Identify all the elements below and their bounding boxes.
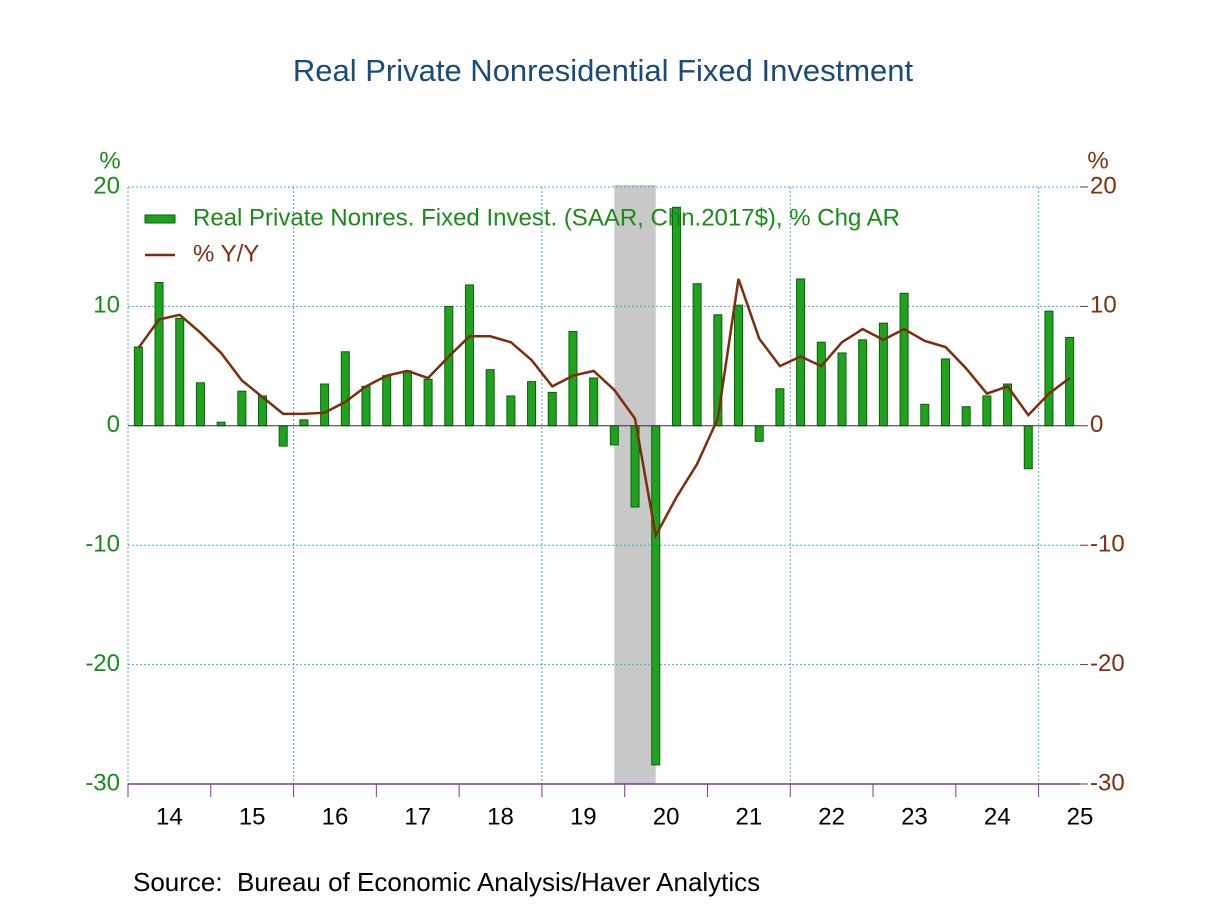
y2-tick-label: -20: [1090, 650, 1125, 677]
bar: [361, 385, 371, 427]
bar: [816, 341, 826, 427]
bar: [299, 419, 309, 427]
bar: [402, 370, 412, 427]
legend-label: Real Private Nonres. Fixed Invest. (SAAR…: [193, 204, 900, 231]
bar: [423, 378, 433, 427]
chart-title: Real Private Nonresidential Fixed Invest…: [293, 53, 914, 88]
y2-tick-label: -30: [1090, 769, 1125, 796]
bar: [464, 284, 474, 427]
x-tick-label: 15: [239, 803, 266, 830]
bar: [609, 425, 619, 446]
bar: [1023, 425, 1033, 470]
legend-swatch-bar: [144, 214, 176, 224]
x-tick-label: 20: [653, 803, 680, 830]
bar: [775, 388, 785, 427]
bar: [133, 346, 143, 427]
x-tick-label: 18: [487, 803, 514, 830]
bar: [961, 406, 971, 427]
bar: [754, 425, 764, 442]
bar: [485, 369, 495, 427]
bar: [713, 314, 723, 427]
bar: [527, 381, 537, 427]
bar: [175, 317, 185, 427]
bar: [568, 330, 578, 427]
bar: [651, 425, 661, 766]
y-tick-label: -20: [85, 650, 120, 677]
y-tick-label: -10: [85, 531, 120, 558]
bar: [340, 351, 350, 427]
x-tick-label: 21: [736, 803, 763, 830]
y2-tick-label: -10: [1090, 531, 1125, 558]
x-tick-label: 24: [984, 803, 1011, 830]
x-tick-label: 22: [818, 803, 845, 830]
bar: [589, 377, 599, 427]
y-tick-label: 10: [93, 292, 120, 319]
bar: [858, 339, 868, 427]
bar: [506, 395, 516, 427]
x-tick-label: 16: [322, 803, 349, 830]
bar: [444, 305, 454, 427]
y2-unit: %: [1087, 147, 1108, 174]
bar: [320, 383, 330, 427]
line: [137, 278, 1071, 540]
y2-tick-label: 0: [1090, 411, 1103, 438]
bar: [547, 391, 557, 427]
bar: [671, 206, 681, 427]
bar: [382, 375, 392, 427]
bar: [837, 352, 847, 427]
bar: [796, 278, 806, 427]
y-tick-label: 20: [93, 172, 120, 199]
bar: [278, 425, 288, 447]
bar: [982, 395, 992, 427]
x-tick-label: 23: [901, 803, 928, 830]
y2-tick-label: 10: [1090, 292, 1117, 319]
bar: [692, 283, 702, 427]
x-tick-label: 14: [156, 803, 183, 830]
bar: [734, 304, 744, 427]
bar: [216, 421, 226, 427]
y-tick-label: -30: [85, 769, 120, 796]
legend-label: % Y/Y: [193, 240, 259, 267]
bar: [899, 292, 909, 427]
bar: [237, 390, 247, 427]
bar: [920, 403, 930, 427]
y-tick-label: 0: [107, 411, 120, 438]
bar: [195, 382, 205, 427]
bar: [154, 282, 164, 427]
y-unit: %: [99, 147, 120, 174]
x-tick-label: 17: [404, 803, 431, 830]
x-tick-label: 25: [1067, 803, 1094, 830]
y2-tick-label: 20: [1090, 172, 1117, 199]
x-tick-label: 19: [570, 803, 597, 830]
bar: [940, 358, 950, 427]
source: Source: Bureau of Economic Analysis/Have…: [133, 867, 760, 897]
bar: [1044, 310, 1054, 427]
